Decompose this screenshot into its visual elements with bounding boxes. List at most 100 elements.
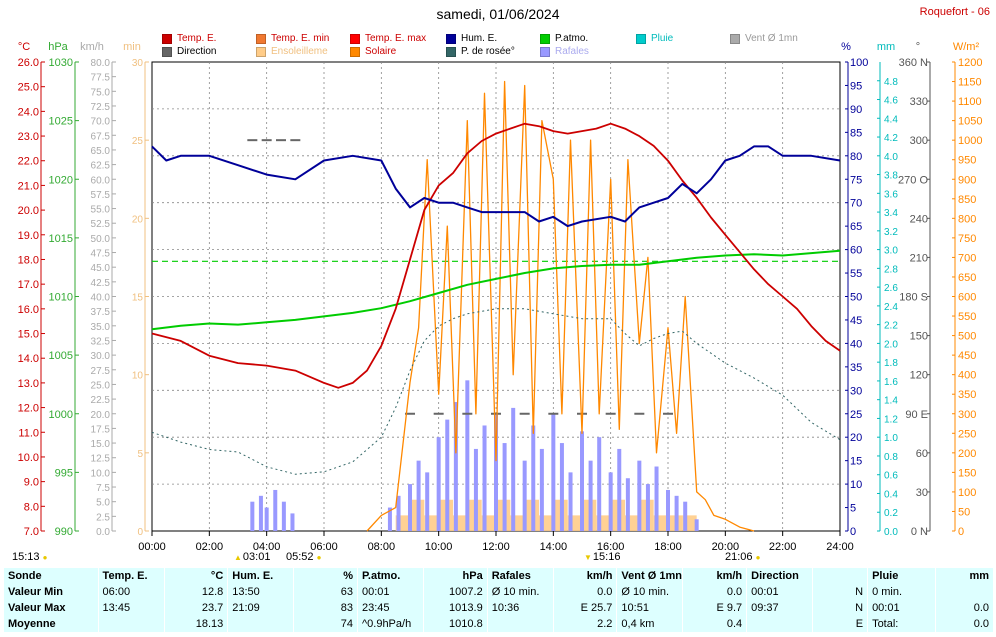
legend-swatch (730, 33, 740, 44)
legend-swatch (446, 33, 456, 44)
axis-label-min: 25 (132, 136, 144, 147)
summary-header: Temp. E. (97, 568, 164, 584)
gust-bar (396, 495, 401, 531)
legend-label: Pluie (651, 33, 674, 44)
legend-item: Rafales (540, 46, 589, 57)
axis-label-hum: 35 (850, 362, 862, 374)
gust-bar (694, 519, 699, 531)
summary-header: Vent Ø 1mn (616, 568, 683, 584)
legend-item: Temp. E. (162, 33, 216, 44)
cell-value: 0.4 (682, 616, 747, 632)
legend-label: P. de rosée° (461, 46, 515, 57)
cell-value: N (812, 584, 868, 600)
gust-bar (290, 513, 295, 531)
cell-time: Ø 10 min. (486, 584, 554, 600)
axis-label-press: 990 (55, 526, 73, 538)
summary-header: Pluie (867, 568, 936, 584)
axis-label-press: 1020 (49, 174, 73, 186)
cell-value: 0.0 (552, 584, 617, 600)
axis-label-temp: 7.0 (24, 526, 39, 538)
gust-bar (597, 437, 602, 531)
x-tick-label: 16:00 (597, 541, 625, 553)
axis-label-wind: 65.0 (91, 146, 111, 157)
x-tick-label: 18:00 (654, 541, 682, 553)
row-label: Valeur Min (3, 584, 99, 600)
axis-label-wind: 12.5 (91, 454, 111, 465)
axis-label-wind: 27.5 (91, 366, 111, 377)
axis-unit-temp: °C (18, 41, 30, 53)
x-tick-label: 10:00 (425, 541, 453, 553)
axis-label-hum: 45 (850, 315, 862, 327)
axis-label-dir: 210 (910, 252, 928, 264)
row-label: Moyenne (3, 616, 99, 632)
axis-label-solar: 0 (958, 526, 964, 538)
axis-label-temp: 10.0 (18, 452, 39, 464)
axis-unit-press: hPa (48, 41, 68, 53)
axis-label-temp: 12.0 (18, 403, 39, 415)
cell-time: 06:00 (97, 584, 164, 600)
legend-swatch (162, 33, 172, 44)
cell-value: 2.2 (552, 616, 617, 632)
axis-unit-hum: % (841, 41, 851, 53)
gust-bar (425, 472, 430, 531)
gust-bar (250, 501, 255, 531)
axis-label-temp: 26.0 (18, 57, 39, 69)
summary-unit: % (293, 568, 358, 584)
marker-sunrise: ▲03:01 (234, 551, 271, 563)
x-tick-label: 06:00 (310, 541, 338, 553)
axis-label-hum: 40 (850, 338, 862, 350)
summary-unit (812, 568, 868, 584)
axis-label-wind: 67.5 (91, 131, 111, 142)
axis-label-hum: 70 (850, 198, 862, 210)
cell-value: 23.7 (163, 600, 228, 616)
marker-clock: 15:13 ● (12, 551, 48, 563)
cell-value (935, 584, 993, 600)
legend-label: P.atmo. (555, 33, 589, 44)
axis-label-dir: 60 (916, 448, 928, 460)
axis-label-temp: 23.0 (18, 131, 39, 143)
axis-label-solar: 500 (958, 331, 976, 343)
gust-bar (511, 407, 516, 531)
gust-bar (625, 478, 630, 531)
axis-label-rain: 2.6 (884, 283, 898, 294)
axis-label-solar: 100 (958, 487, 976, 499)
axis-label-solar: 1000 (958, 135, 982, 147)
summary-header-row: Sonde Temp. E. °C Hum. E. % P.atmo. hPa … (3, 568, 993, 584)
axis-label-press: 1000 (49, 409, 73, 421)
gust-bar (522, 460, 527, 531)
axis-label-rain: 2.4 (884, 302, 898, 313)
axis-label-wind: 52.5 (91, 219, 111, 230)
axis-label-rain: 0.0 (884, 527, 898, 538)
axis-label-wind: 22.5 (91, 395, 111, 406)
axis-label-wind: 45.0 (91, 263, 111, 274)
cell-time: ^0.9hPa/h (356, 616, 424, 632)
axis-label-temp: 8.0 (24, 501, 39, 513)
axis-label-solar: 400 (958, 370, 976, 382)
axis-label-hum: 25 (850, 409, 862, 421)
cell-value: E (812, 616, 868, 632)
cell-value: 12.8 (163, 584, 228, 600)
axis-label-min: 15 (132, 293, 144, 304)
legend-label: Hum. E. (461, 33, 498, 44)
gust-bar (617, 448, 622, 531)
axis-label-wind: 55.0 (91, 205, 111, 216)
axis-label-rain: 0.2 (884, 508, 898, 519)
cell-value: 0.0 (935, 600, 993, 616)
axis-label-dir: 120 (910, 370, 928, 382)
legend-item: Solaire (350, 46, 396, 57)
cell-value: 0.0 (682, 584, 747, 600)
gust-bar (502, 443, 507, 531)
cell-value: 18.13 (163, 616, 228, 632)
axis-label-hum: 10 (850, 479, 862, 491)
summary-unit: mm (935, 568, 993, 584)
axis-label-solar: 550 (958, 311, 976, 323)
axis-label-dir: 180 S (899, 292, 928, 304)
axis-label-wind: 72.5 (91, 102, 111, 113)
axis-label-solar: 800 (958, 213, 976, 225)
station-name: Roquefort - 06 (919, 6, 990, 18)
axis-label-rain: 1.8 (884, 358, 898, 369)
axis-label-temp: 25.0 (18, 82, 39, 94)
cell-time (746, 616, 813, 632)
axis-label-solar: 50 (958, 506, 970, 518)
temperature-line (151, 122, 841, 389)
